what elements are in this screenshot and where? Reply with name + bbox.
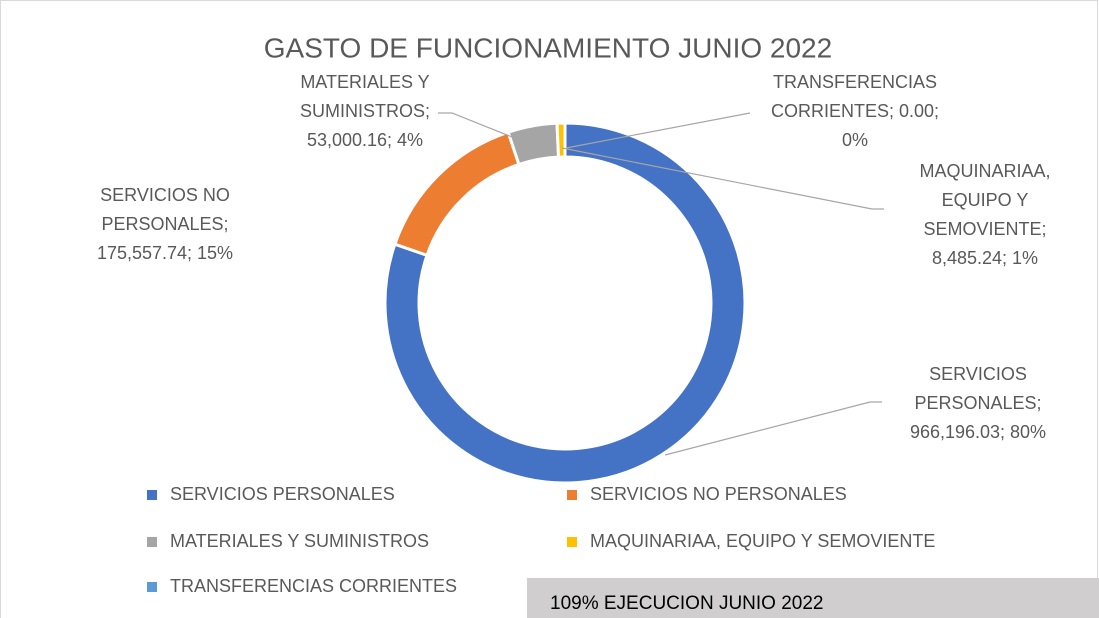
legend-label: SERVICIOS NO PERSONALES — [590, 484, 847, 504]
leader-line — [561, 147, 884, 210]
leader-line — [438, 112, 513, 138]
legend-swatch — [147, 490, 157, 500]
data-label: MATERIALES Y SUMINISTROS; 53,000.16; 4% — [300, 72, 430, 150]
chart-title: GASTO DE FUNCIONAMIENTO JUNIO 2022 — [264, 32, 832, 63]
legend-label: TRANSFERENCIAS CORRIENTES — [170, 576, 457, 596]
data-label: SERVICIOS NO PERSONALES; 175,557.74; 15% — [97, 185, 233, 263]
legend-label: MATERIALES Y SUMINISTROS — [170, 531, 429, 551]
footer-text: 109% EJECUCION JUNIO 2022 — [550, 593, 824, 614]
leader-line — [565, 112, 751, 149]
legend-swatch — [147, 582, 157, 592]
data-label: SERVICIOS PERSONALES; 966,196.03; 80% — [910, 364, 1046, 442]
donut-slice — [506, 121, 561, 167]
data-label: MAQUINARIAA, EQUIPO Y SEMOVIENTE; 8,485.24;… — [919, 161, 1050, 268]
legend-swatch — [147, 537, 157, 547]
footer-box — [527, 578, 1099, 618]
legend-swatch — [567, 537, 577, 547]
leader-line — [664, 401, 882, 456]
legend-label: SERVICIOS PERSONALES — [170, 484, 395, 504]
donut-slice — [383, 121, 747, 485]
legend-label: MAQUINARIAA, EQUIPO Y SEMOVIENTE — [590, 531, 935, 551]
legend-swatch — [567, 490, 577, 500]
data-label: TRANSFERENCIAS CORRIENTES; 0.00; 0% — [771, 72, 939, 150]
